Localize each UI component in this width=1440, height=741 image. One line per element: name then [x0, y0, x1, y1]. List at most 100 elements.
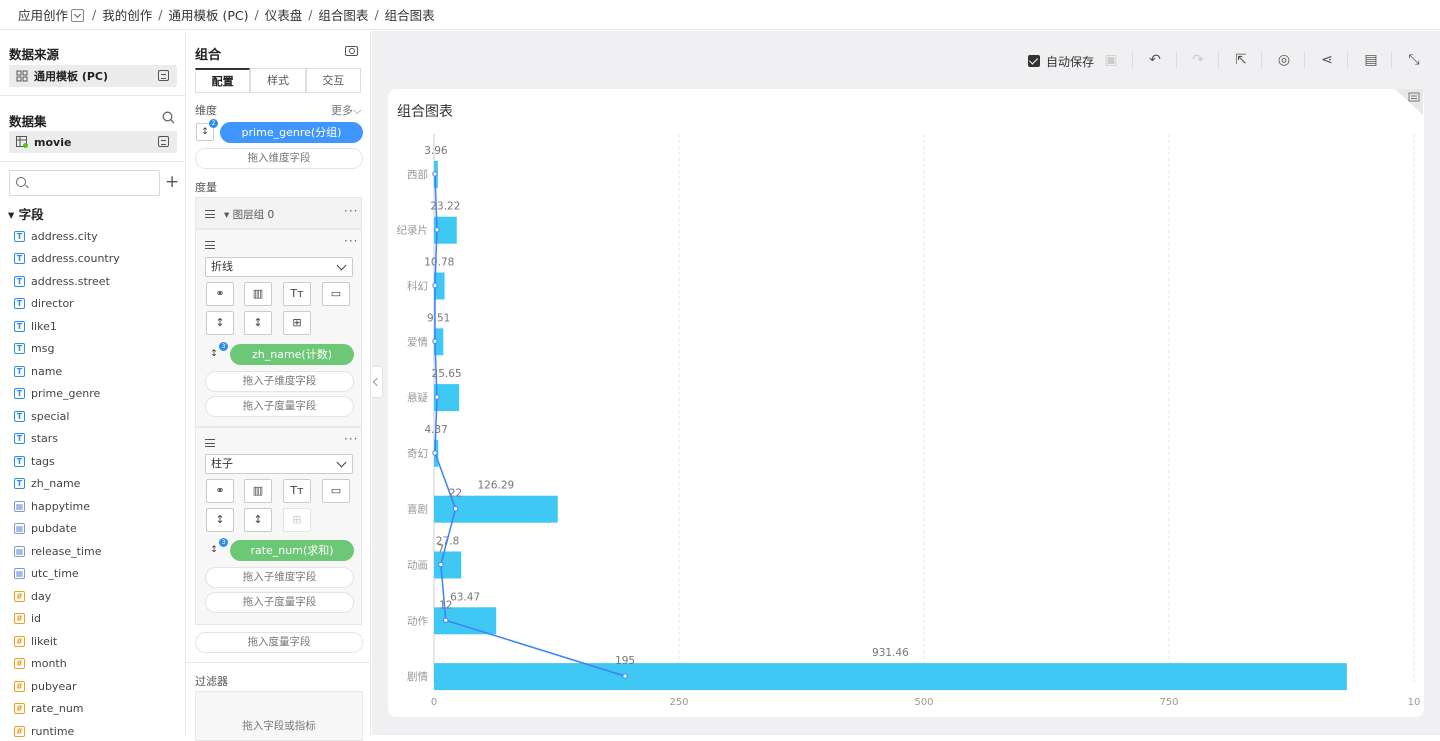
bar — [434, 328, 444, 356]
field-item[interactable]: ▦ utc_time — [14, 565, 79, 583]
field-item[interactable]: # rate_num — [14, 700, 84, 718]
size-icon[interactable]: ▥ — [244, 479, 272, 503]
drop-measure-zone[interactable]: 拖入度量字段 — [195, 632, 363, 653]
label-icon[interactable]: Tт — [283, 282, 311, 306]
more-icon[interactable]: ··· — [344, 432, 359, 446]
color-icon[interactable]: ⚭ — [206, 282, 234, 306]
collapse-panel-handle[interactable] — [371, 366, 383, 398]
line-point — [443, 617, 449, 623]
field-item[interactable]: ▦ release_time — [14, 542, 101, 560]
layer-card-line: ··· 折线 ⚭ ▥ Tт ▭ ↕ ↕ ⊞ ↕ 3 zh_name(计数) 拖入… — [195, 229, 362, 427]
drop-dimension-zone[interactable]: 拖入维度字段 — [195, 148, 363, 169]
fields-header[interactable]: ▾ 字段 — [8, 207, 44, 222]
label-icon[interactable]: Tт — [283, 479, 311, 503]
bar-value-label: 126.29 — [478, 480, 515, 492]
breadcrumb-item-app[interactable]: 应用创作 — [18, 8, 69, 23]
dimension-label: 维度 — [195, 104, 217, 117]
sort-x-icon[interactable]: ↕ — [206, 311, 234, 335]
breadcrumb-item-template[interactable]: 通用模板 (PC) — [168, 8, 249, 23]
exit-fullscreen-icon[interactable]: ⤡ — [1408, 52, 1420, 68]
color-icon[interactable]: ⚭ — [206, 479, 234, 503]
field-item[interactable]: # day — [14, 587, 51, 605]
chart-menu-icon[interactable] — [1395, 89, 1423, 115]
sort-icon[interactable]: ↕ — [210, 545, 218, 555]
drag-handle-icon[interactable] — [205, 210, 215, 218]
chevron-down-icon[interactable] — [71, 9, 85, 22]
breadcrumb-item-my[interactable]: 我的创作 — [102, 8, 153, 23]
camera-icon[interactable] — [345, 46, 358, 56]
drop-filter-zone[interactable]: 拖入字段或指标 — [195, 691, 363, 741]
layer-type-select[interactable]: 柱子 — [205, 454, 353, 474]
layer-group-card[interactable]: ▾ 图层组 0 ··· — [195, 197, 362, 229]
drop-sub-measure-zone[interactable]: 拖入子度量字段 — [205, 592, 354, 613]
share-icon[interactable]: ⋖ — [1321, 52, 1333, 68]
measure-pill-rate-num[interactable]: rate_num(求和) — [230, 540, 354, 561]
field-name: address.city — [31, 229, 98, 243]
export-icon[interactable]: ⇱ — [1235, 52, 1247, 68]
drag-handle-icon[interactable] — [205, 241, 215, 249]
more-icon[interactable]: ··· — [344, 234, 359, 248]
bar-value-label: 25.65 — [432, 368, 462, 380]
measure-pill-zh-name[interactable]: zh_name(计数) — [230, 344, 354, 365]
field-item[interactable]: ▦ happytime — [14, 497, 90, 515]
search-icon[interactable] — [162, 111, 175, 124]
chart-card[interactable] — [388, 89, 1424, 717]
detail-icon[interactable]: ⊞ — [283, 311, 311, 335]
field-item[interactable]: # likeit — [14, 632, 57, 650]
layer-type-select[interactable]: 折线 — [205, 257, 353, 277]
sort-y-icon[interactable]: ↕ — [244, 508, 272, 532]
sort-icon[interactable]: ↕ — [210, 349, 218, 359]
field-name: pubdate — [31, 522, 77, 535]
breadcrumb-item-dashboard[interactable]: 仪表盘 — [264, 8, 303, 23]
switch-icon[interactable] — [158, 136, 169, 147]
dimension-pill[interactable]: prime_genre(分组) — [220, 122, 363, 143]
preview-icon[interactable]: ◎ — [1277, 52, 1291, 68]
field-item[interactable]: # pubyear — [14, 677, 76, 695]
field-type-icon: ▦ — [14, 523, 25, 534]
size-icon[interactable]: ▥ — [244, 282, 272, 306]
field-name: address.street — [31, 274, 110, 288]
tab-interaction[interactable]: 交互 — [305, 68, 361, 92]
autosave-checkbox[interactable] — [1028, 55, 1040, 67]
dataset-chip[interactable]: movie — [9, 131, 177, 153]
switch-icon[interactable] — [158, 70, 169, 81]
sort-x-icon[interactable]: ↕ — [206, 508, 234, 532]
datasource-chip[interactable]: 通用模板 (PC) — [9, 65, 177, 87]
field-item[interactable]: ▦ pubdate — [14, 520, 77, 538]
bar — [434, 551, 462, 579]
drag-handle-icon[interactable] — [205, 439, 215, 447]
bar — [434, 216, 457, 244]
sort-y-icon[interactable]: ↕ — [244, 311, 272, 335]
terminal-icon[interactable]: ▤ — [1364, 52, 1378, 68]
tooltip-icon[interactable]: ▭ — [322, 282, 350, 306]
drop-sub-dimension-zone[interactable]: 拖入子维度字段 — [205, 567, 354, 588]
more-dropdown[interactable]: 更多⌵ — [331, 104, 362, 117]
add-field-button[interactable]: + — [165, 172, 180, 192]
tab-style[interactable]: 样式 — [250, 68, 306, 92]
drop-sub-measure-zone[interactable]: 拖入子度量字段 — [205, 396, 354, 417]
field-search-input[interactable] — [9, 170, 160, 196]
field-type-icon: T — [14, 433, 25, 444]
breadcrumb-item-dashboard-name[interactable]: 组合图表 — [318, 8, 369, 23]
more-icon[interactable]: ··· — [344, 204, 359, 218]
drop-sub-dimension-zone[interactable]: 拖入子维度字段 — [205, 371, 354, 392]
field-item[interactable]: # month — [14, 655, 67, 673]
field-item[interactable]: # id — [14, 610, 41, 628]
field-item[interactable]: # runtime — [14, 722, 74, 740]
tab-config[interactable]: 配置 — [195, 68, 251, 92]
sort-icon[interactable]: ↕ — [196, 123, 214, 141]
tooltip-icon[interactable]: ▭ — [322, 479, 350, 503]
undo-icon[interactable]: ↶ — [1149, 52, 1161, 68]
